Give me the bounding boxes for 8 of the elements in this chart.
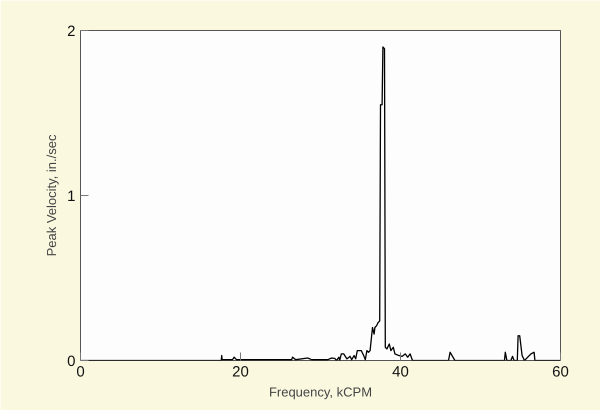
x-tick-label: 40 [392,364,409,380]
y-axis-title: Peak Velocity, in./sec [44,134,60,256]
y-tick-label: 2 [67,23,76,40]
x-tick-label: 20 [232,364,249,380]
y-tick-label: 0 [67,353,76,370]
x-axis-title: Frequency, kCPM [268,384,372,400]
x-tick-label: 60 [552,364,569,380]
y-tick-label: 1 [67,188,76,205]
